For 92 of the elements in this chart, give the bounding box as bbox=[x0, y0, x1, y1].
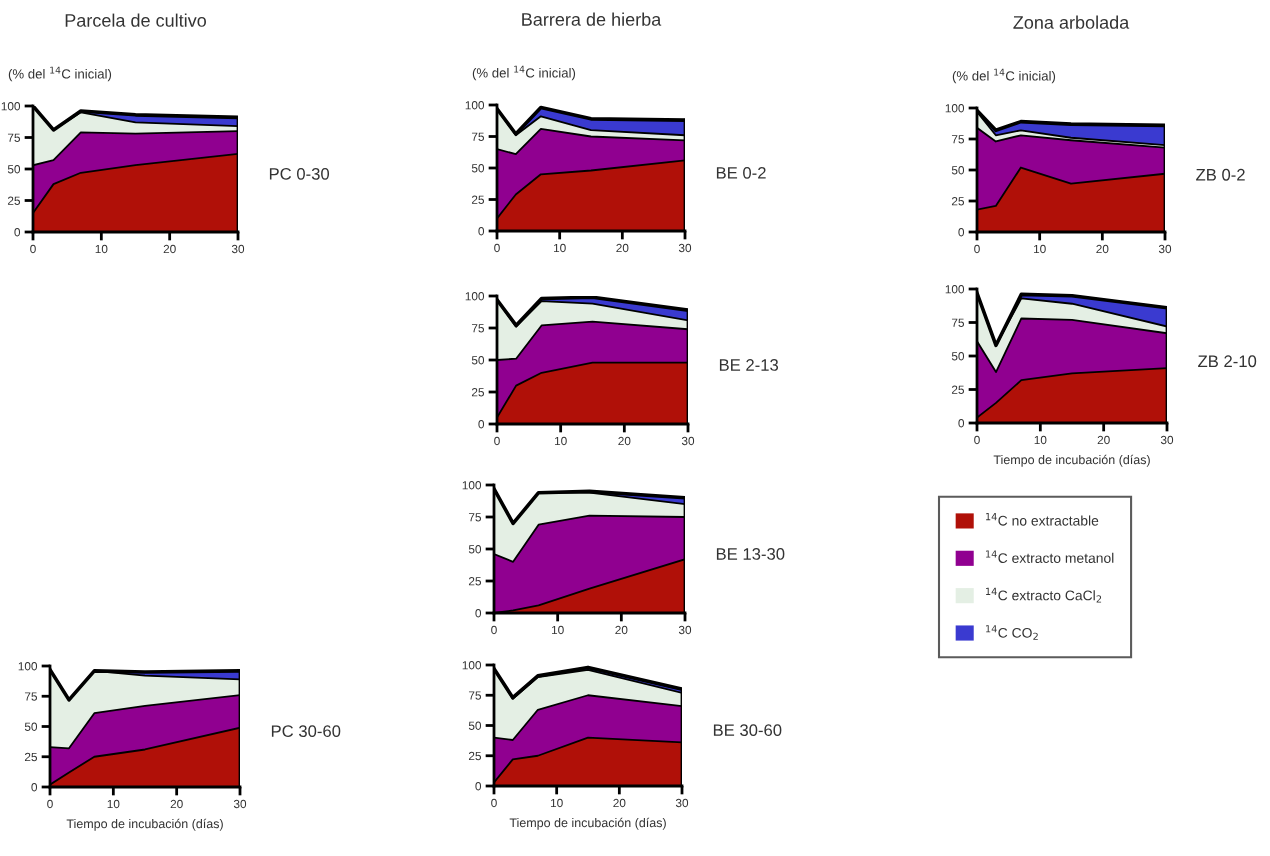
chart-title: Parcela de cultivo bbox=[65, 13, 206, 27]
y-tick-label: 75 bbox=[951, 318, 965, 327]
y-tick-label: 50 bbox=[24, 722, 38, 731]
x-tick-label: 10 bbox=[552, 625, 564, 635]
x-tick-label: 30 bbox=[678, 243, 692, 253]
x-tick-label: 30 bbox=[678, 625, 692, 635]
text: BE 13-30 bbox=[716, 548, 785, 560]
y-tick-label: 25 bbox=[951, 385, 965, 394]
y-tick-label: 75 bbox=[471, 132, 485, 141]
x-tick-label: 20 bbox=[1097, 435, 1110, 445]
y-tick-label: 75 bbox=[471, 324, 485, 333]
chart-title: Barrera de hierba bbox=[522, 12, 662, 26]
x-tick-label: 10 bbox=[107, 799, 120, 809]
x-tick-label: 20 bbox=[1096, 244, 1109, 254]
y-tick-label: 0 bbox=[958, 228, 965, 237]
y-tick-label: 75 bbox=[24, 692, 38, 701]
legend-label: $^{14}$C CO$_{2}$ bbox=[986, 625, 1038, 640]
y-tick-label: 25 bbox=[951, 197, 965, 206]
y-tick-label: 25 bbox=[471, 388, 485, 397]
legend-label: $^{14}$C no extractable bbox=[986, 513, 1099, 526]
x-tick-label: 30 bbox=[1158, 244, 1172, 254]
y-tick-label: 0 bbox=[475, 782, 482, 791]
y-tick-label: 0 bbox=[958, 419, 965, 428]
x-tick-label: 10 bbox=[1034, 244, 1046, 254]
y-tick-label: 100 bbox=[1, 102, 21, 111]
text: BE 2-13 bbox=[719, 359, 779, 371]
text: ZB 0-2 bbox=[1196, 168, 1245, 181]
y-tick-label: 50 bbox=[468, 721, 482, 730]
y-tick-label: 0 bbox=[31, 783, 38, 792]
y-tick-label: 100 bbox=[945, 104, 965, 113]
y-tick-label: 50 bbox=[471, 356, 485, 365]
text: BE 30-60 bbox=[713, 724, 782, 737]
y-tick-label: 100 bbox=[18, 662, 38, 671]
x-tick-label: 20 bbox=[618, 436, 631, 446]
y-tick-label: 75 bbox=[468, 513, 482, 522]
y-tick-label: 25 bbox=[468, 577, 482, 586]
y-tick-label: 75 bbox=[7, 133, 21, 142]
y-axis-title: (% del $^{14}$C inicial) bbox=[8, 66, 112, 82]
text: ZB 2-10 bbox=[1198, 355, 1257, 368]
y-tick-label: 25 bbox=[24, 752, 38, 762]
y-tick-label: 25 bbox=[471, 195, 485, 204]
x-tick-label: 10 bbox=[551, 798, 563, 808]
chart-title: Zona arbolada bbox=[1013, 15, 1130, 29]
y-tick-label: 25 bbox=[7, 196, 21, 205]
y-tick-label: 50 bbox=[7, 165, 21, 174]
x-tick-label: 30 bbox=[681, 436, 695, 446]
y-tick-label: 100 bbox=[465, 292, 485, 301]
x-tick-label: 10 bbox=[1034, 435, 1047, 445]
x-tick-label: 10 bbox=[95, 244, 108, 254]
y-tick-label: 0 bbox=[475, 609, 482, 618]
x-tick-label: 20 bbox=[616, 243, 629, 253]
y-tick-label: 100 bbox=[945, 285, 965, 294]
x-tick-label: 0 bbox=[491, 798, 497, 808]
x-tick-label: 0 bbox=[491, 625, 497, 635]
y-axis-title: (% del $^{14}$C inicial) bbox=[472, 65, 576, 81]
x-axis-title: Tiempo de incubación (días) bbox=[66, 818, 223, 831]
y-tick-label: 100 bbox=[465, 101, 485, 110]
x-tick-label: 10 bbox=[554, 243, 566, 253]
y-tick-label: 0 bbox=[14, 228, 21, 237]
y-tick-label: 50 bbox=[471, 164, 485, 173]
x-tick-label: 20 bbox=[613, 798, 626, 808]
x-tick-label: 0 bbox=[974, 435, 980, 445]
legend-label: $^{14}$C extracto metanol bbox=[986, 550, 1114, 563]
y-tick-label: 25 bbox=[468, 751, 482, 761]
x-tick-label: 30 bbox=[675, 798, 689, 808]
x-axis-title: Tiempo de incubación (días) bbox=[993, 454, 1150, 467]
x-tick-label: 20 bbox=[163, 244, 176, 254]
x-axis-title: Tiempo de incubación (días) bbox=[509, 817, 666, 830]
y-tick-label: 75 bbox=[468, 691, 482, 700]
x-tick-label: 0 bbox=[494, 436, 500, 446]
text: BE 0-2 bbox=[716, 166, 766, 179]
y-tick-label: 0 bbox=[478, 420, 485, 429]
text: PC 0-30 bbox=[269, 167, 330, 180]
x-tick-label: 20 bbox=[170, 799, 183, 809]
x-tick-label: 10 bbox=[555, 436, 567, 446]
y-tick-label: 100 bbox=[462, 661, 482, 670]
y-tick-label: 50 bbox=[951, 352, 965, 361]
y-tick-label: 75 bbox=[951, 135, 965, 144]
x-tick-label: 20 bbox=[615, 625, 628, 635]
x-tick-label: 0 bbox=[974, 244, 980, 254]
y-tick-label: 50 bbox=[951, 166, 965, 175]
x-tick-label: 0 bbox=[494, 243, 500, 253]
y-axis-title: (% del $^{14}$C inicial) bbox=[952, 68, 1056, 84]
y-tick-label: 50 bbox=[468, 545, 482, 554]
x-tick-label: 0 bbox=[47, 799, 53, 809]
x-tick-label: 30 bbox=[233, 799, 247, 809]
legend-label: $^{14}$C extracto CaCl$_{2}$ bbox=[986, 587, 1102, 603]
x-tick-label: 30 bbox=[231, 244, 245, 254]
text: PC 30-60 bbox=[271, 725, 341, 738]
y-tick-label: 0 bbox=[478, 227, 485, 236]
x-tick-label: 30 bbox=[1160, 435, 1174, 445]
y-tick-label: 100 bbox=[462, 481, 482, 490]
